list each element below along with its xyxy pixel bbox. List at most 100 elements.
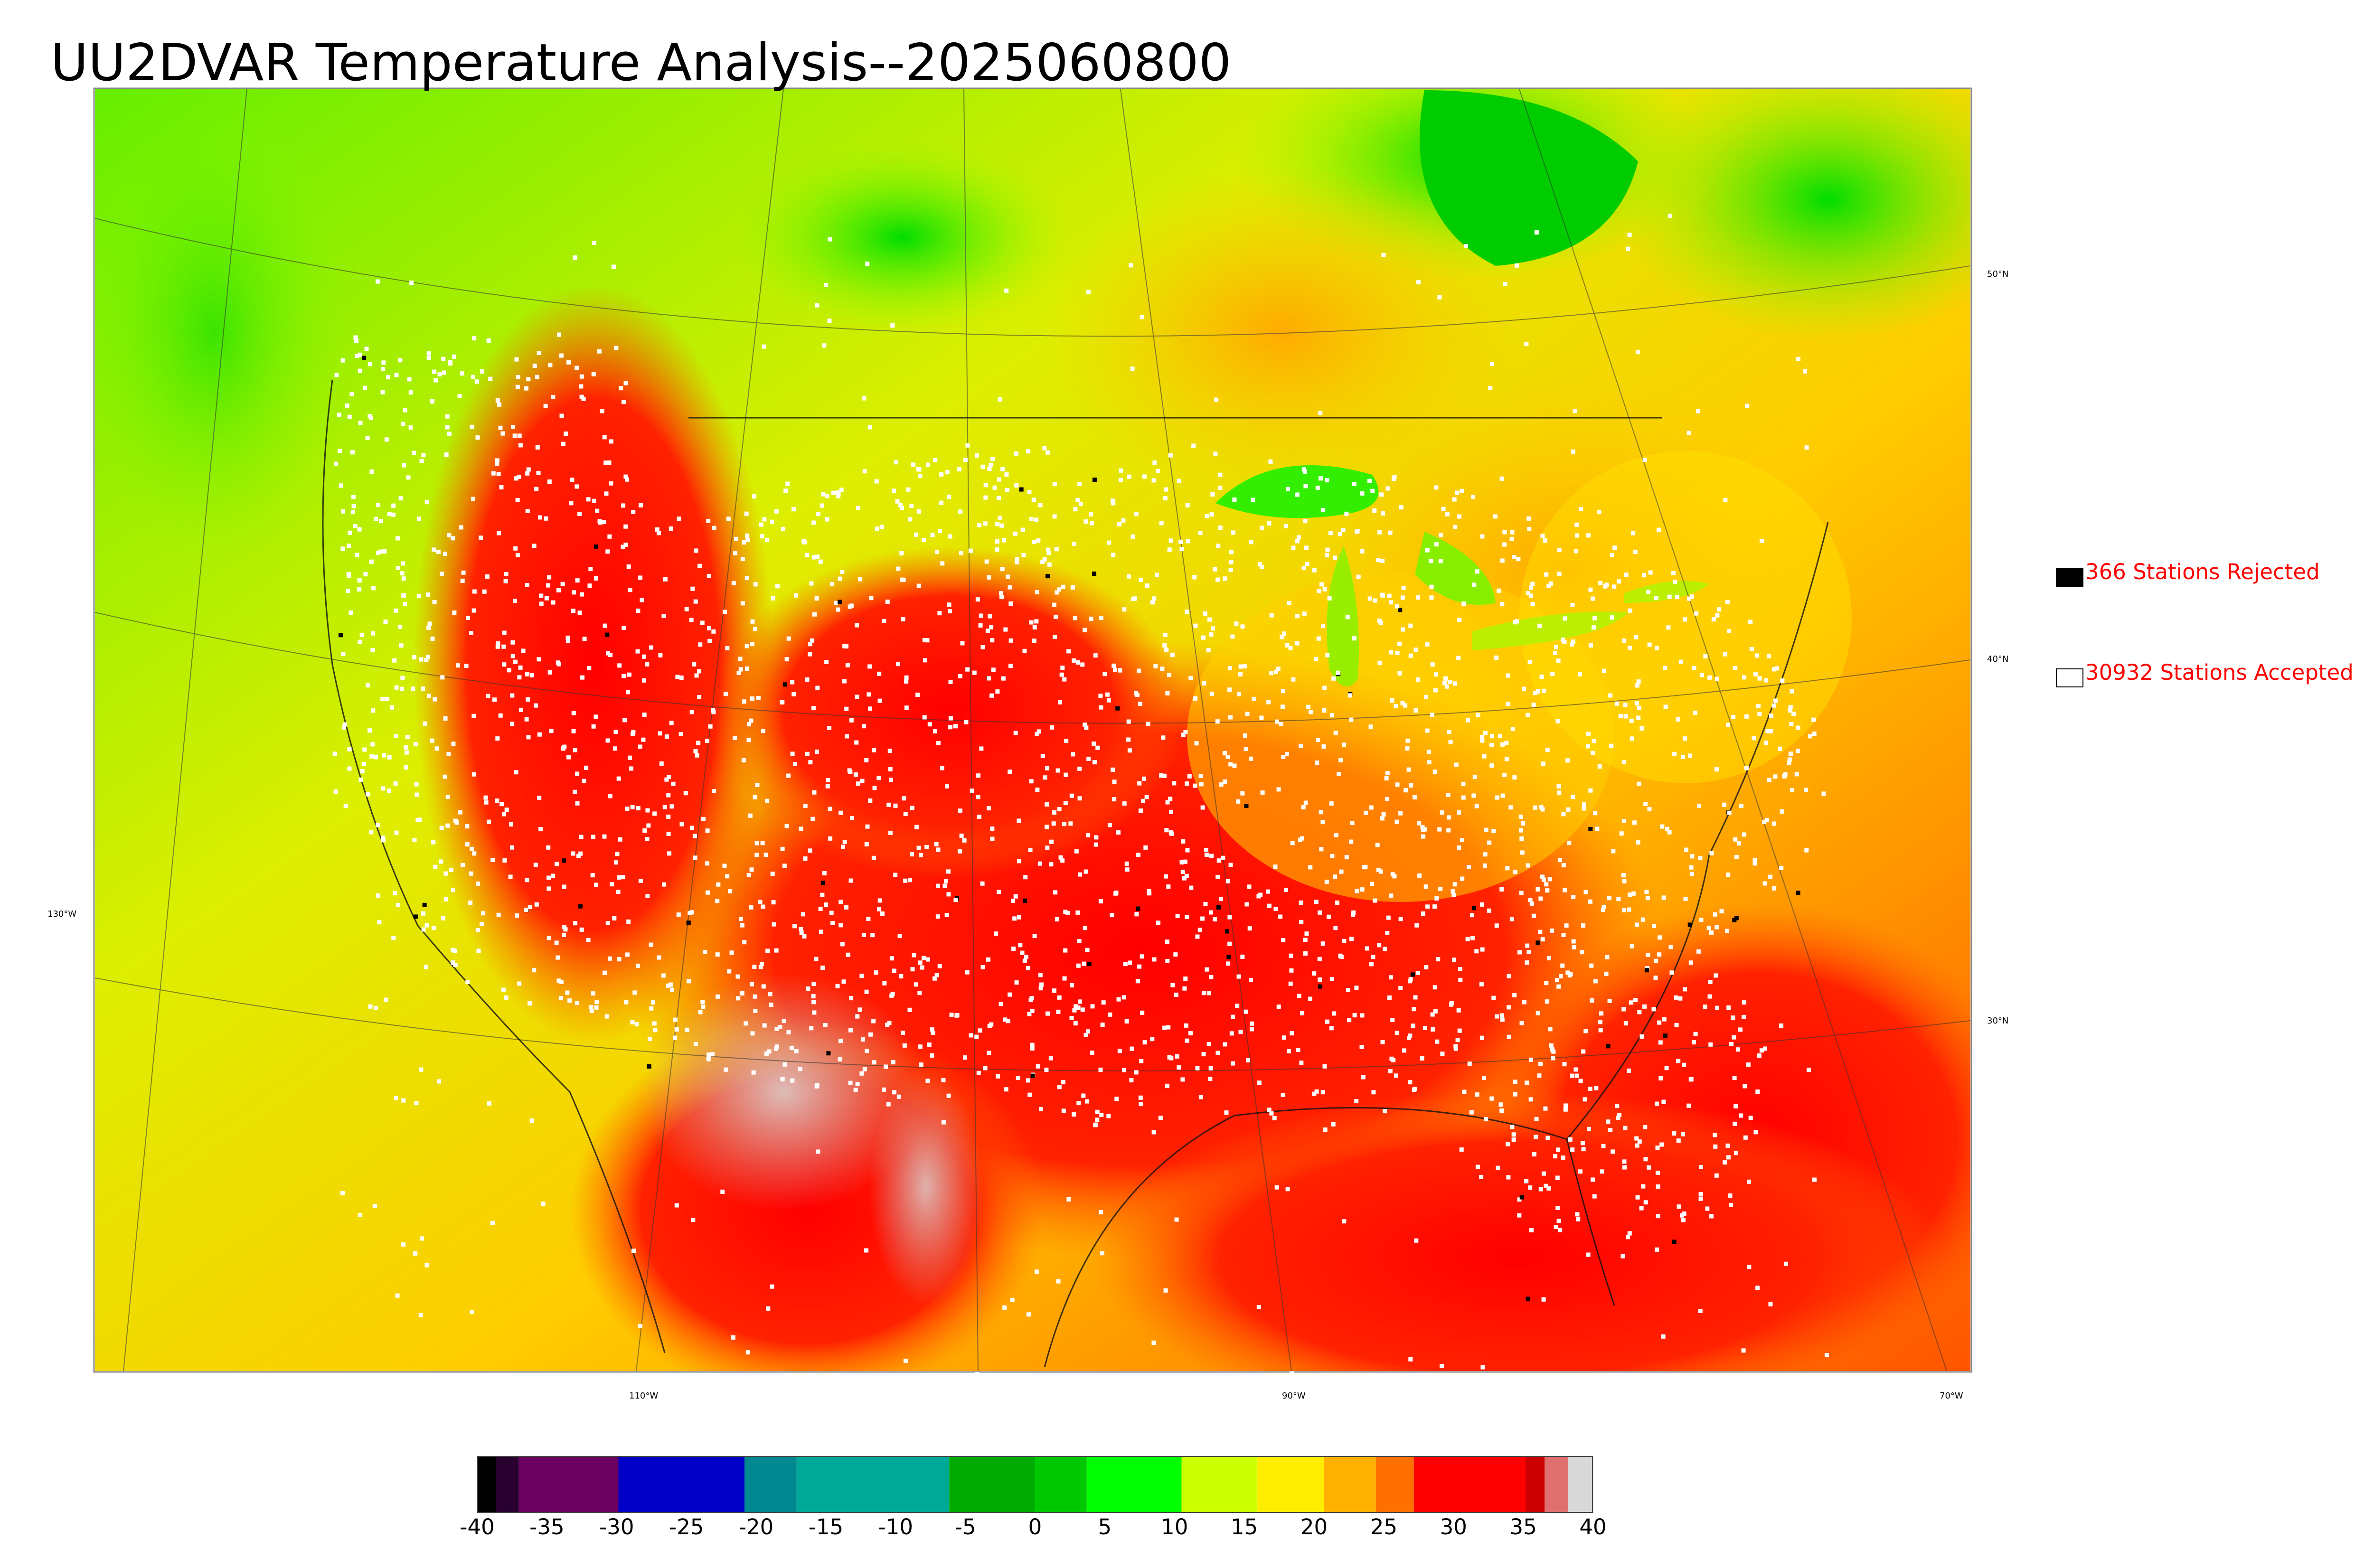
- station-accepted: [1471, 793, 1476, 798]
- station-accepted: [630, 805, 635, 809]
- station-accepted: [1180, 1077, 1185, 1082]
- station-accepted: [1545, 888, 1550, 893]
- station-rejected: [1092, 571, 1097, 576]
- station-accepted: [1434, 542, 1439, 547]
- station-accepted: [1398, 811, 1403, 816]
- station-accepted: [790, 751, 795, 756]
- station-accepted: [1421, 827, 1425, 832]
- station-accepted: [487, 1101, 492, 1106]
- station-accepted: [1086, 833, 1091, 837]
- station-accepted: [1413, 1087, 1417, 1091]
- station-accepted: [515, 498, 520, 502]
- station-accepted: [727, 969, 732, 974]
- station-accepted: [679, 675, 684, 680]
- station-accepted: [1245, 712, 1250, 716]
- station-accepted: [1329, 1026, 1334, 1031]
- station-accepted: [1621, 908, 1626, 912]
- station-accepted: [1427, 760, 1432, 765]
- station-accepted: [1065, 911, 1070, 915]
- station-accepted: [1507, 1005, 1511, 1010]
- station-accepted: [825, 494, 829, 498]
- station-accepted: [451, 742, 456, 746]
- station-accepted: [1461, 601, 1466, 606]
- station-accepted: [1524, 1179, 1529, 1183]
- station-accepted: [738, 657, 743, 661]
- station-accepted: [584, 765, 589, 770]
- station-accepted: [1136, 853, 1140, 857]
- station-accepted: [1674, 1023, 1679, 1027]
- station-accepted: [830, 582, 835, 586]
- station-accepted: [1110, 913, 1114, 918]
- station-accepted: [1507, 1034, 1511, 1039]
- station-accepted: [652, 811, 657, 816]
- station-accepted: [736, 996, 741, 1001]
- station-accepted: [1260, 564, 1264, 569]
- station-accepted: [942, 883, 947, 888]
- station-accepted: [1250, 1021, 1254, 1026]
- station-accepted: [1451, 893, 1456, 898]
- station-accepted: [466, 616, 471, 620]
- station-accepted: [1637, 781, 1641, 786]
- station-accepted: [1209, 691, 1214, 696]
- station-accepted: [1499, 1013, 1504, 1018]
- station-accepted: [689, 618, 694, 622]
- station-accepted: [525, 672, 529, 676]
- station-accepted: [1442, 681, 1447, 685]
- station-accepted: [1555, 978, 1560, 983]
- station-accepted: [1111, 553, 1116, 557]
- station-accepted: [677, 516, 681, 521]
- station-accepted: [669, 804, 674, 809]
- station-accepted: [1000, 467, 1005, 472]
- station-accepted: [1346, 988, 1350, 993]
- station-accepted: [1175, 1054, 1179, 1059]
- station-accepted: [1138, 701, 1143, 706]
- station-accepted: [453, 963, 458, 967]
- station-accepted: [884, 1064, 888, 1069]
- station-accepted: [1301, 467, 1306, 472]
- station-rejected: [647, 1064, 651, 1069]
- station-accepted: [1360, 491, 1365, 496]
- station-accepted: [1630, 944, 1634, 948]
- station-accepted: [957, 849, 962, 854]
- station-accepted: [1400, 701, 1405, 705]
- station-accepted: [802, 934, 807, 939]
- station-accepted: [1510, 727, 1515, 732]
- station-accepted: [859, 974, 864, 978]
- station-accepted: [925, 638, 930, 643]
- station-accepted: [1446, 793, 1451, 798]
- station-accepted: [1352, 482, 1357, 487]
- station-accepted: [822, 871, 827, 875]
- station-accepted: [1289, 968, 1294, 973]
- station-accepted: [1046, 551, 1051, 555]
- station-accepted: [983, 1066, 988, 1070]
- station-accepted: [1305, 562, 1309, 566]
- station-accepted: [1350, 912, 1355, 917]
- station-accepted: [1168, 797, 1173, 801]
- station-accepted: [1570, 1073, 1574, 1078]
- station-rejected: [1030, 1073, 1035, 1078]
- station-accepted: [1742, 675, 1746, 680]
- station-accepted: [763, 853, 768, 857]
- station-accepted: [1561, 812, 1566, 817]
- station-accepted: [1769, 713, 1773, 718]
- station-accepted: [534, 902, 539, 907]
- station-accepted: [571, 729, 576, 733]
- station-accepted: [1413, 995, 1418, 1000]
- station-accepted: [357, 527, 362, 532]
- station-accepted: [1150, 1037, 1155, 1042]
- station-accepted: [1296, 535, 1301, 540]
- station-accepted: [693, 1042, 698, 1046]
- station-accepted: [1629, 1000, 1633, 1005]
- station-accepted: [1783, 1261, 1788, 1266]
- station-accepted: [855, 695, 859, 699]
- station-accepted: [1463, 244, 1468, 248]
- station-accepted: [733, 736, 737, 741]
- station-accepted: [867, 664, 872, 669]
- station-accepted: [1072, 1008, 1077, 1013]
- station-accepted: [1193, 783, 1197, 788]
- station-accepted: [1600, 1169, 1604, 1174]
- station-accepted: [1483, 731, 1488, 735]
- station-accepted: [989, 462, 993, 467]
- station-accepted: [1238, 672, 1243, 677]
- station-accepted: [1424, 965, 1429, 970]
